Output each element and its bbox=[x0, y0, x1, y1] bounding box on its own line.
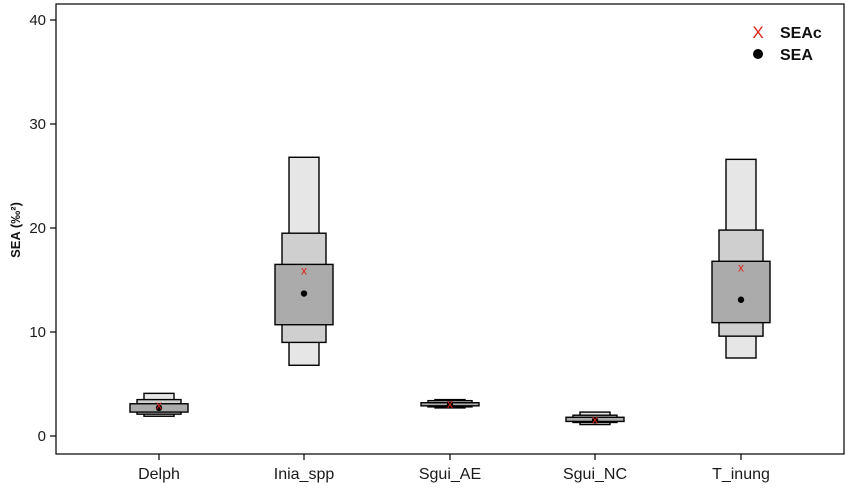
legend-sea-marker bbox=[753, 49, 763, 59]
box-sgui-nc: x bbox=[565, 411, 625, 426]
sea-point bbox=[155, 404, 163, 412]
seac-point: x bbox=[156, 398, 162, 412]
box-inia-spp: x bbox=[274, 156, 334, 366]
legend-sea-label: SEA bbox=[780, 47, 813, 64]
x-tick-label: Sgui_NC bbox=[563, 466, 627, 483]
x-tick-label: T_inung bbox=[712, 466, 770, 483]
x-tick-label: Sgui_AE bbox=[419, 466, 481, 483]
seac-point: x bbox=[447, 397, 453, 411]
sea-point bbox=[737, 296, 745, 303]
sea-point bbox=[446, 401, 454, 408]
legend: X SEAc SEA bbox=[752, 23, 822, 64]
y-tick-label: 10 bbox=[29, 324, 46, 341]
y-axis: 0 10 20 30 40 bbox=[29, 12, 56, 445]
y-tick-label: 40 bbox=[29, 12, 46, 29]
box-delph: x bbox=[129, 392, 189, 417]
seac-point: x bbox=[738, 261, 744, 275]
x-axis: Delph Inia_spp Sgui_AE Sgui_NC T_inung bbox=[138, 454, 770, 483]
y-tick-label: 0 bbox=[38, 428, 46, 445]
seac-point: x bbox=[301, 264, 307, 278]
y-axis-label: SEA (‰²) bbox=[8, 202, 23, 258]
y-tick-label: 20 bbox=[29, 220, 46, 237]
box-t-inung: x bbox=[711, 158, 771, 359]
legend-seac-label: SEAc bbox=[780, 25, 822, 42]
x-tick-label: Inia_spp bbox=[274, 466, 335, 483]
sea-point bbox=[591, 417, 599, 424]
legend-seac-marker: X bbox=[752, 23, 763, 42]
credible-interval-inner bbox=[711, 260, 771, 324]
boxes: x x x x x bbox=[129, 156, 771, 426]
y-axis-title: SEA (‰²) bbox=[8, 202, 23, 258]
sea-point bbox=[300, 290, 308, 297]
y-tick-label: 30 bbox=[29, 116, 46, 133]
seac-point: x bbox=[592, 412, 598, 426]
box-sgui-ae: x bbox=[420, 397, 480, 411]
x-tick-label: Delph bbox=[138, 466, 180, 483]
